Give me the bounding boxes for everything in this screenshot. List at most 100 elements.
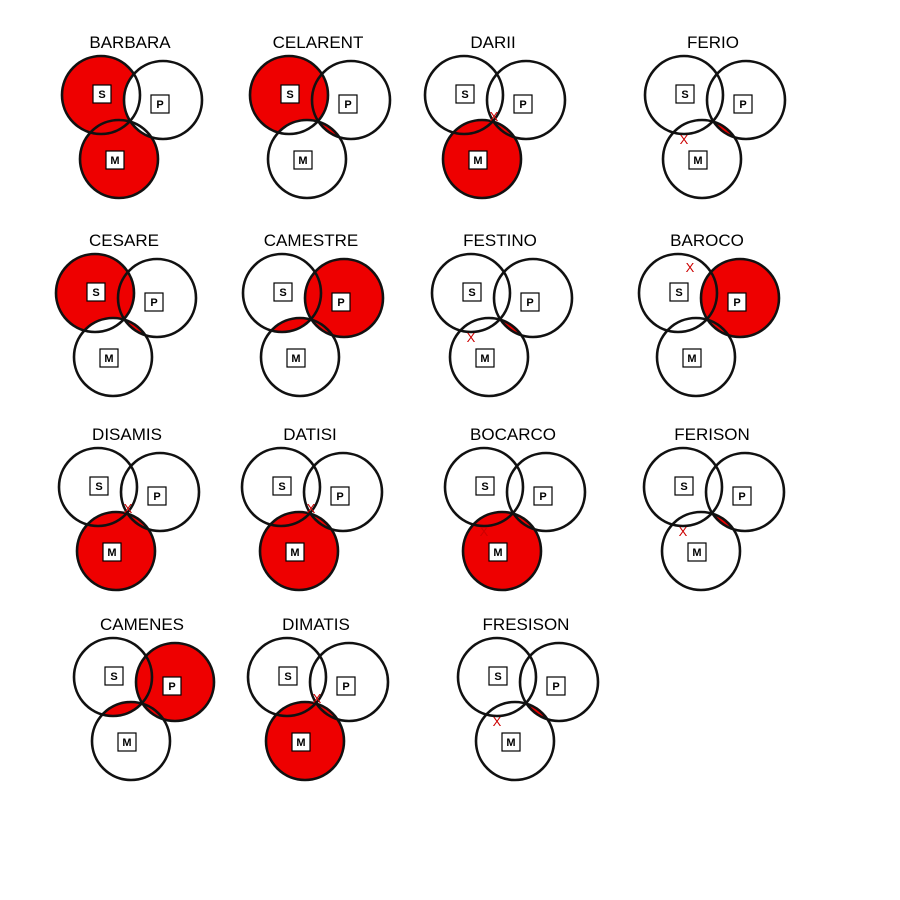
s-label-box xyxy=(475,476,495,496)
s-label-box xyxy=(455,84,475,104)
m-circle xyxy=(78,118,160,200)
diagram-title: CAMENES xyxy=(100,615,184,634)
s-label-box xyxy=(278,666,298,686)
p-label: P xyxy=(153,491,160,503)
existence-mark: X xyxy=(480,524,489,539)
p-label: P xyxy=(739,99,746,111)
p-label-box xyxy=(533,486,553,506)
venn-diagram: DISAMIS S P M X xyxy=(57,425,201,592)
m-circle xyxy=(264,700,346,782)
m-label-box xyxy=(488,542,508,562)
s-circle xyxy=(240,446,322,528)
diagram-title: BARBARA xyxy=(89,33,171,52)
s-label-box xyxy=(89,476,109,496)
existence-mark: X xyxy=(679,524,688,539)
s-label-box xyxy=(488,666,508,686)
p-label-box xyxy=(727,292,747,312)
p-label: P xyxy=(344,99,351,111)
m-circle xyxy=(461,510,543,592)
p-label: P xyxy=(738,491,745,503)
m-label-box xyxy=(291,732,311,752)
s-label: S xyxy=(675,287,682,299)
s-circle xyxy=(57,446,139,528)
diagram-title: CELARENT xyxy=(273,33,364,52)
s-label: S xyxy=(468,287,475,299)
venn-diagram: FESTINO S P MX xyxy=(430,231,574,398)
m-label: M xyxy=(473,155,482,167)
p-label-box xyxy=(144,292,164,312)
m-label-box xyxy=(682,348,702,368)
s-label-box xyxy=(92,84,112,104)
venn-diagram: DARII S P M X xyxy=(423,33,567,200)
p-circle xyxy=(704,451,786,533)
s-circle xyxy=(430,252,512,334)
m-circle xyxy=(441,118,523,200)
s-circle xyxy=(54,252,136,334)
existence-mark: X xyxy=(307,501,316,516)
venn-diagram: FERISON S P MX xyxy=(642,425,786,592)
p-label: P xyxy=(336,491,343,503)
s-label-box xyxy=(674,476,694,496)
s-circle xyxy=(241,252,323,334)
s-circle xyxy=(248,54,330,136)
diagram-title: FERISON xyxy=(674,425,750,444)
m-circle xyxy=(90,700,172,782)
s-circle xyxy=(423,54,505,136)
s-label: S xyxy=(95,481,102,493)
existence-mark: X xyxy=(313,691,322,706)
p-label: P xyxy=(519,99,526,111)
m-circle xyxy=(655,316,737,398)
m-circle xyxy=(258,510,340,592)
existence-mark: X xyxy=(680,132,689,147)
p-circle xyxy=(705,59,787,141)
s-circle xyxy=(643,54,725,136)
s-circle xyxy=(246,636,328,718)
p-label: P xyxy=(733,297,740,309)
venn-diagram: DATISI S P M X xyxy=(240,425,384,592)
p-circle xyxy=(116,257,198,339)
venn-diagram: CESARE S P M xyxy=(54,231,198,398)
venn-diagram: CAMESTRE S P M xyxy=(241,231,385,398)
s-label-box xyxy=(273,282,293,302)
p-label: P xyxy=(168,681,175,693)
s-label-box xyxy=(104,666,124,686)
m-circle xyxy=(660,510,742,592)
s-circle xyxy=(443,446,525,528)
p-label-box xyxy=(520,292,540,312)
p-circle xyxy=(308,641,390,723)
p-label-box xyxy=(513,94,533,114)
venn-diagram: BARBARA S P M xyxy=(60,33,204,200)
m-circle xyxy=(474,700,556,782)
s-label: S xyxy=(279,287,286,299)
s-label: S xyxy=(284,671,291,683)
p-label: P xyxy=(156,99,163,111)
m-label-box xyxy=(102,542,122,562)
m-label-box xyxy=(501,732,521,752)
venn-diagram: BAROCO S P M X xyxy=(637,231,781,398)
s-label: S xyxy=(461,89,468,101)
s-label-box xyxy=(86,282,106,302)
s-label-box xyxy=(272,476,292,496)
m-label: M xyxy=(687,353,696,365)
m-circle xyxy=(259,316,341,398)
p-circle xyxy=(119,451,201,533)
p-label-box xyxy=(732,486,752,506)
s-label-box xyxy=(669,282,689,302)
s-label: S xyxy=(494,671,501,683)
m-label: M xyxy=(692,547,701,559)
venn-diagram: CAMENES S P M xyxy=(72,615,216,782)
p-label: P xyxy=(539,491,546,503)
s-label: S xyxy=(680,481,687,493)
s-label: S xyxy=(92,287,99,299)
venn-diagram: BOCARCO S P MX xyxy=(443,425,587,592)
s-circle xyxy=(642,446,724,528)
m-label-box xyxy=(286,348,306,368)
m-label: M xyxy=(693,155,702,167)
m-label: M xyxy=(107,547,116,559)
diagram-title: FERIO xyxy=(687,33,739,52)
diagram-title: CAMESTRE xyxy=(264,231,358,250)
venn-diagram: CELARENT S P M xyxy=(248,33,392,200)
m-label: M xyxy=(298,155,307,167)
existence-mark: X xyxy=(467,330,476,345)
